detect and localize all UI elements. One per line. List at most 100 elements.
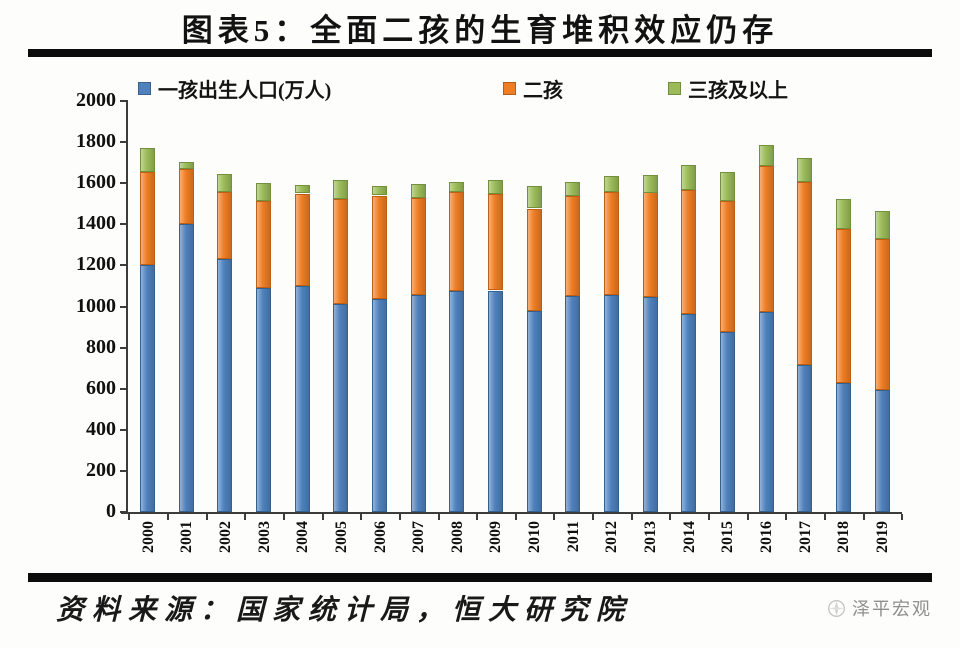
y-axis-label: 1800 <box>76 130 116 153</box>
legend-item-third-child: 三孩及以上 <box>668 78 788 102</box>
y-axis-tick <box>120 511 127 513</box>
bar-2018-series0 <box>835 382 851 512</box>
x-axis-tick <box>708 514 710 520</box>
bar-2007-series0 <box>410 294 426 512</box>
bar-2005-series0 <box>333 303 349 512</box>
bar-2006-series2 <box>372 186 387 196</box>
x-axis-label: 2003 <box>256 521 288 553</box>
bar-2009-series2 <box>487 180 503 195</box>
y-axis-line <box>126 100 128 513</box>
compass-logo-icon <box>828 599 845 617</box>
x-axis-label: 2014 <box>681 521 713 553</box>
x-axis-label-text: 2011 <box>564 521 582 553</box>
x-axis-tick <box>128 514 131 520</box>
y-axis-tick <box>120 387 127 390</box>
x-axis-label-text: 2006 <box>371 521 389 553</box>
x-axis-label: 2015 <box>719 521 751 553</box>
x-axis-label-text: 2017 <box>796 521 814 553</box>
x-axis-tick <box>437 514 440 520</box>
x-axis-tick <box>592 514 595 520</box>
bar-2011-series0 <box>565 295 581 512</box>
bar-2011-series1 <box>565 195 581 296</box>
x-axis-label: 2009 <box>487 521 519 553</box>
bar-2005-series2 <box>333 179 349 199</box>
y-axis-tick <box>120 141 127 144</box>
bar-2013-series2 <box>642 175 658 193</box>
x-axis-label: 2006 <box>372 521 404 553</box>
bar-2012-series1 <box>603 191 619 295</box>
x-axis-label-text: 2015 <box>719 521 737 553</box>
bar-2003-series2 <box>256 183 271 201</box>
x-axis-label-text: 2014 <box>680 521 698 553</box>
bar-2015-series1 <box>719 200 735 333</box>
bar-2006-series0 <box>372 299 387 512</box>
x-axis-label-text: 2007 <box>410 521 428 553</box>
bar-2009-series0 <box>487 290 503 512</box>
x-axis-label-text: 2004 <box>294 521 312 553</box>
bar-2001-series1 <box>178 169 194 225</box>
x-axis-tick <box>746 514 749 520</box>
x-axis-line <box>121 512 902 514</box>
x-axis-tick <box>321 514 324 520</box>
y-axis-label: 1000 <box>76 294 116 317</box>
x-axis-label-text: 2019 <box>874 521 891 553</box>
legend-item-first-child: 一孩出生人口(万人) <box>138 78 331 102</box>
x-axis-label: 2007 <box>410 521 442 553</box>
y-axis-tick <box>120 469 127 472</box>
footer-divider <box>28 573 932 582</box>
bar-2019-series1 <box>874 238 890 391</box>
bar-2003-series0 <box>256 288 271 512</box>
x-axis-tick <box>244 514 247 520</box>
x-axis-label: 2005 <box>333 521 365 553</box>
bar-2004-series1 <box>294 193 310 286</box>
bar-2010-series2 <box>526 185 542 209</box>
x-axis-tick <box>476 514 479 520</box>
bar-2013-series0 <box>642 297 658 512</box>
bar-2011-series2 <box>565 182 581 196</box>
y-axis-label: 2000 <box>76 89 116 111</box>
x-axis-tick <box>824 514 826 520</box>
y-axis-tick <box>120 346 127 349</box>
x-axis-label-text: 2010 <box>526 521 544 553</box>
y-axis-tick <box>120 223 127 226</box>
x-axis-tick <box>205 514 208 520</box>
x-axis-label-text: 2012 <box>603 521 621 553</box>
bar-2016-series2 <box>758 145 774 166</box>
bar-2014-series1 <box>681 190 697 314</box>
x-axis-label-text: 2000 <box>139 521 157 553</box>
bar-2010-series0 <box>526 310 542 512</box>
source-caption: 资料来源：国家统计局，恒大研究院 <box>56 595 633 626</box>
x-axis-tick <box>901 514 904 520</box>
x-axis-label: 2001 <box>178 521 210 553</box>
bar-2012-series2 <box>603 176 619 192</box>
y-axis-label: 400 <box>86 417 116 440</box>
x-axis-label-text: 2003 <box>255 521 273 553</box>
y-axis-tick <box>120 182 127 185</box>
bar-2005-series1 <box>333 199 349 304</box>
x-axis-tick <box>166 514 169 520</box>
y-axis-tick <box>120 428 127 431</box>
legend-swatch-first-child <box>138 81 151 95</box>
x-axis-label: 2012 <box>603 521 635 553</box>
x-axis-label: 2011 <box>565 521 596 552</box>
x-axis-label: 2002 <box>217 521 249 553</box>
y-axis-label: 1200 <box>76 253 116 276</box>
bar-2016-series0 <box>758 311 774 512</box>
y-axis-label: 1400 <box>76 212 116 235</box>
x-axis-tick <box>630 514 633 520</box>
x-axis-label-text: 2009 <box>487 521 505 553</box>
y-axis-label: 1600 <box>76 171 116 194</box>
bar-2004-series2 <box>294 184 310 194</box>
legend-swatch-second-child <box>503 81 516 95</box>
bar-2014-series2 <box>681 165 697 191</box>
x-axis-label: 2019 <box>874 521 906 553</box>
bar-2004-series0 <box>294 286 310 512</box>
bar-2007-series1 <box>410 198 426 295</box>
bar-2018-series1 <box>835 228 851 383</box>
x-axis-tick <box>785 514 788 520</box>
bar-2012-series0 <box>603 294 619 512</box>
y-axis-tick <box>120 264 127 267</box>
bar-2018-series2 <box>835 199 851 229</box>
legend-swatch-third-child <box>668 81 681 95</box>
bar-2010-series1 <box>526 208 542 311</box>
